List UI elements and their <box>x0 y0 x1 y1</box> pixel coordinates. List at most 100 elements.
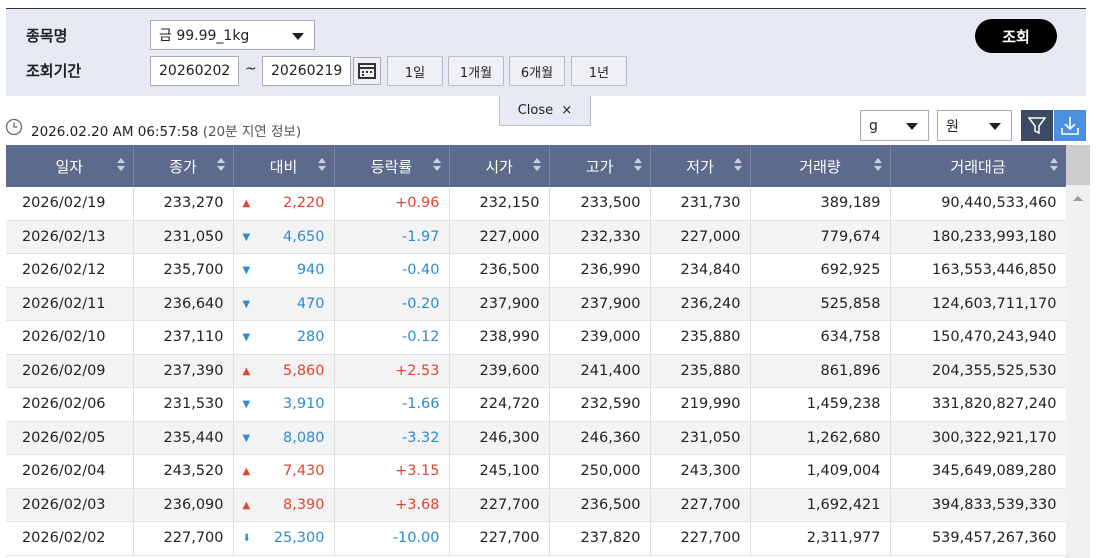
number-cell: 227,000 <box>650 220 751 254</box>
column-header[interactable]: 일자 <box>6 145 134 187</box>
column-header[interactable]: 고가 <box>549 145 651 187</box>
close-cell: 237,110 <box>133 320 234 355</box>
date-from[interactable]: 20260202 <box>150 56 239 86</box>
table-row: 2026/02/09 237,390 ▲ 5,860 +2.53 239,600 241,4… <box>6 354 1067 388</box>
change-cell: ▼ 280 <box>233 320 335 355</box>
close-cell: 243,520 <box>133 454 234 489</box>
header-text: 시가 <box>485 157 513 176</box>
item-select[interactable]: 금 99.99_1kg <box>150 20 315 50</box>
period-button[interactable]: 1일 <box>387 56 443 86</box>
rate-cell: +2.53 <box>334 354 450 388</box>
direction-icon: ▲ <box>242 198 251 210</box>
change-value: 3,910 <box>282 396 325 413</box>
unit-select[interactable]: g <box>860 110 929 141</box>
change-cell: ▲ 2,220 <box>233 187 335 221</box>
date-cell: 2026/02/12 <box>6 253 134 288</box>
number-cell: 331,820,827,240 <box>890 387 1067 422</box>
info-line: 2026.02.20 AM 06:57:58 (20분 지연 정보) <box>31 120 301 140</box>
number-cell: 236,500 <box>449 253 550 288</box>
scroll-up[interactable] <box>1066 185 1090 205</box>
number-cell: 2,311,977 <box>750 521 891 556</box>
sort-icon <box>432 158 441 171</box>
number-cell: 204,355,525,530 <box>890 354 1067 388</box>
number-cell: 245,100 <box>449 454 550 489</box>
number-cell: 180,233,993,180 <box>890 220 1067 254</box>
download-button[interactable] <box>1054 110 1086 141</box>
period-button[interactable]: 1년 <box>571 56 627 86</box>
delay-note: (20분 지연 정보) <box>202 124 302 140</box>
table-body: 2026/02/19 233,270 ▲ 2,220 +0.96 232,150 233,5… <box>6 187 1067 556</box>
number-cell: 1,409,004 <box>750 454 891 489</box>
number-cell: 1,459,238 <box>750 387 891 422</box>
item-select-text: 금 99.99_1kg <box>159 28 250 44</box>
number-cell: 692,925 <box>750 253 891 288</box>
date-cell: 2026/02/02 <box>6 521 134 556</box>
table-row: 2026/02/02 227,700 ⬇ 25,300 -10.00 227,700 237… <box>6 521 1067 556</box>
table-row: 2026/02/12 235,700 ▼ 940 -0.40 236,500 236,990… <box>6 253 1067 288</box>
column-header[interactable]: 종가 <box>133 145 234 187</box>
number-cell: 239,600 <box>449 354 550 388</box>
column-header[interactable]: 거래량 <box>750 145 891 187</box>
rate-cell: +3.15 <box>334 454 450 489</box>
number-cell: 234,840 <box>650 253 751 288</box>
change-cell: ▼ 470 <box>233 287 335 321</box>
number-cell: 246,360 <box>549 421 651 455</box>
number-cell: 236,990 <box>549 253 651 288</box>
sort-icon <box>1049 158 1058 171</box>
direction-icon: ▼ <box>242 399 251 411</box>
change-cell: ▲ 7,430 <box>233 454 335 489</box>
clock-icon <box>5 118 23 136</box>
close-cell: 235,440 <box>133 421 234 455</box>
date-cell: 2026/02/06 <box>6 387 134 422</box>
close-cell: 231,530 <box>133 387 234 422</box>
calendar-button[interactable] <box>353 57 381 85</box>
number-cell: 389,189 <box>750 187 891 221</box>
close-tab[interactable]: Close × <box>499 95 591 126</box>
table-row: 2026/02/05 235,440 ▼ 8,080 -3.32 246,300 246,3… <box>6 421 1067 455</box>
number-cell: 1,692,421 <box>750 488 891 522</box>
price-table: 일자 종가 대비 등락률 시가 고가 저가 거래량 거래대금 2026/02/19 233,270 ▲… <box>6 145 1067 556</box>
timestamp: 2026.02.20 AM 06:57:58 <box>31 124 199 140</box>
filter-button[interactable] <box>1021 110 1053 141</box>
table-row: 2026/02/06 231,530 ▼ 3,910 -1.66 224,720 232,5… <box>6 387 1067 422</box>
change-cell: ▼ 940 <box>233 253 335 288</box>
header-row: 일자 종가 대비 등락률 시가 고가 저가 거래량 거래대금 <box>6 145 1067 187</box>
period-label: 조회기간 <box>26 62 82 80</box>
column-header[interactable]: 등락률 <box>334 145 450 187</box>
number-cell: 779,674 <box>750 220 891 254</box>
number-cell: 236,500 <box>549 488 651 522</box>
change-value: 470 <box>296 295 325 312</box>
date-cell: 2026/02/10 <box>6 320 134 355</box>
number-cell: 227,700 <box>650 521 751 556</box>
column-header[interactable]: 대비 <box>233 145 335 187</box>
table-head: 일자 종가 대비 등락률 시가 고가 저가 거래량 거래대금 <box>6 145 1067 187</box>
table-row: 2026/02/10 237,110 ▼ 280 -0.12 238,990 239,000… <box>6 320 1067 355</box>
change-cell: ⬇ 25,300 <box>233 521 335 556</box>
rate-cell: -10.00 <box>334 521 450 556</box>
period-button[interactable]: 6개월 <box>509 56 565 86</box>
filter-panel: 종목명 금 99.99_1kg 조회기간 20260202 ~ 20260219… <box>6 8 1086 96</box>
number-cell: 232,330 <box>549 220 651 254</box>
table-row: 2026/02/13 231,050 ▼ 4,650 -1.97 227,000 232,3… <box>6 220 1067 254</box>
close-cell: 237,390 <box>133 354 234 388</box>
direction-icon: ▲ <box>242 466 251 478</box>
search-button[interactable]: 조회 <box>975 19 1057 53</box>
change-value: 280 <box>296 329 325 346</box>
unit-text: g <box>869 117 878 134</box>
currency-select[interactable]: 원 <box>937 110 1012 141</box>
number-cell: 219,990 <box>650 387 751 422</box>
table-wrap: 일자 종가 대비 등락률 시가 고가 저가 거래량 거래대금 2026/02/19 233,270 ▲… <box>6 145 1090 558</box>
change-value: 7,430 <box>282 463 325 480</box>
period-button[interactable]: 1개월 <box>448 56 504 86</box>
direction-icon: ▼ <box>242 265 251 277</box>
column-header[interactable]: 저가 <box>650 145 751 187</box>
column-header[interactable]: 시가 <box>449 145 550 187</box>
change-value: 4,650 <box>282 228 325 245</box>
table-row: 2026/02/04 243,520 ▲ 7,430 +3.15 245,100 250,0… <box>6 454 1067 489</box>
number-cell: 239,000 <box>549 320 651 355</box>
number-cell: 1,262,680 <box>750 421 891 455</box>
header-text: 거래대금 <box>950 157 1006 176</box>
column-header[interactable]: 거래대금 <box>890 145 1067 187</box>
date-to[interactable]: 20260219 <box>262 56 351 86</box>
date-cell: 2026/02/13 <box>6 220 134 254</box>
